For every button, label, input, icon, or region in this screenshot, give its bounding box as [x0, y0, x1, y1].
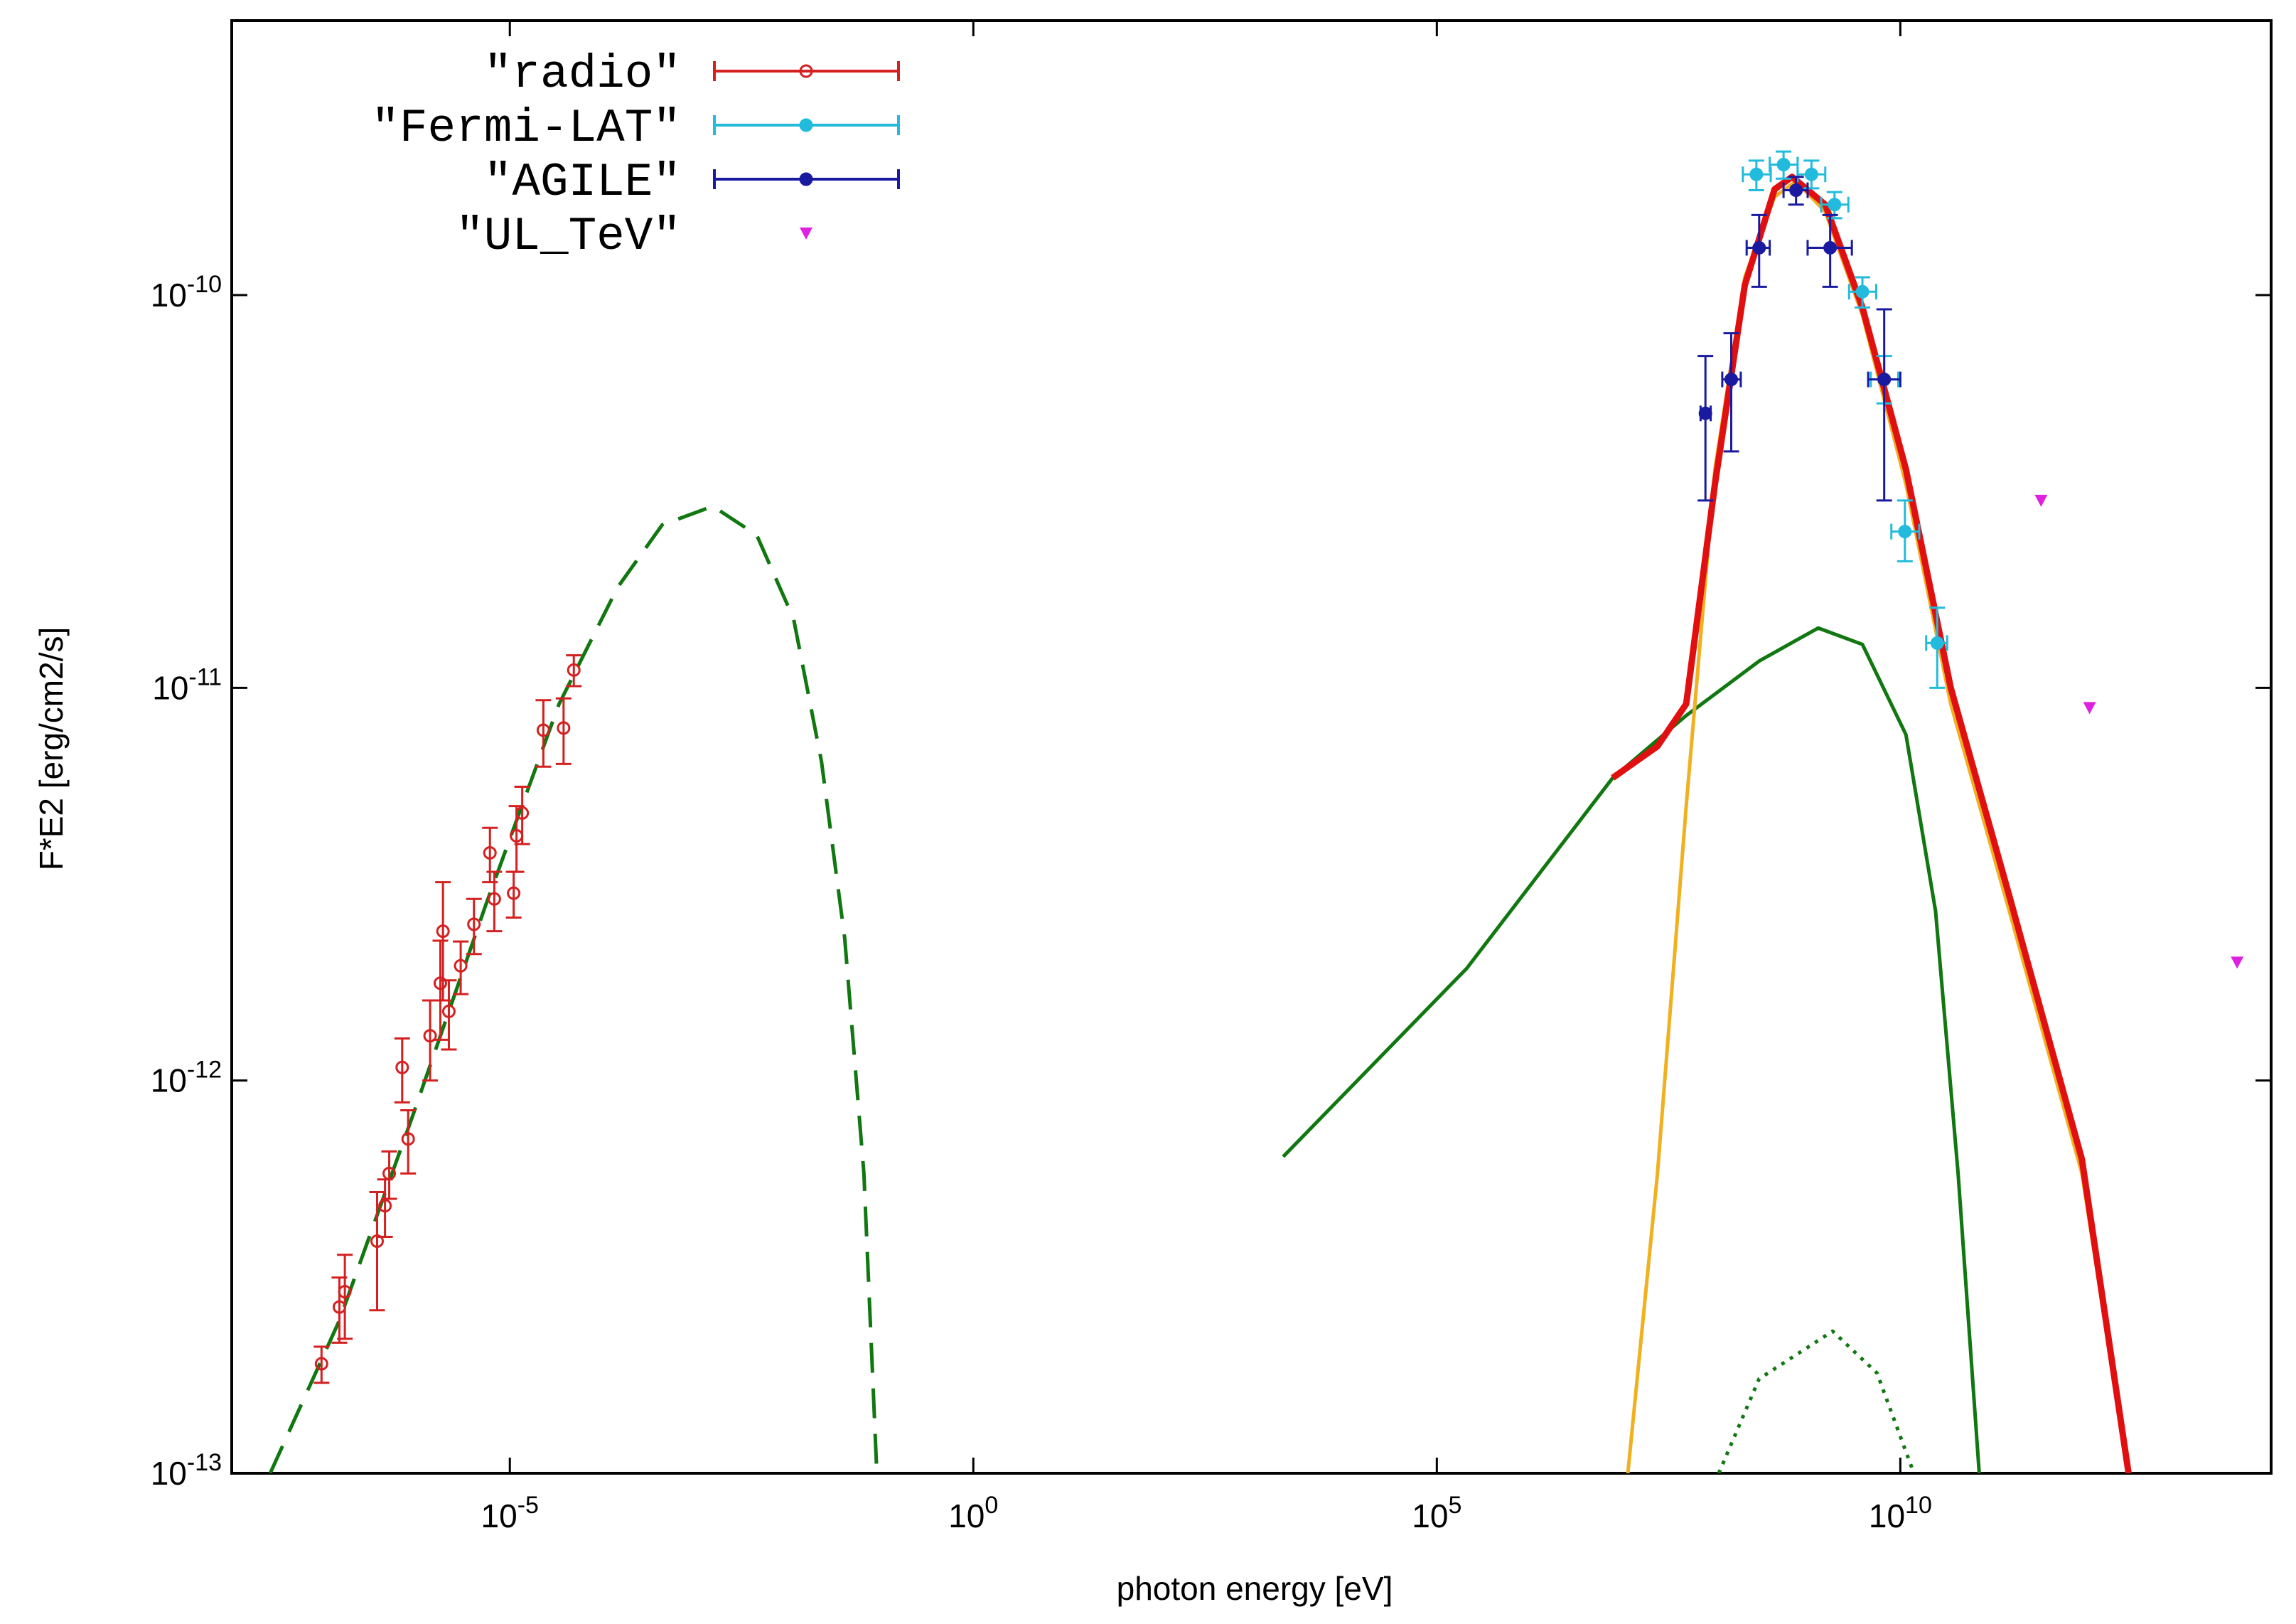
- data-point: [370, 1234, 385, 1249]
- tick-label: 10-11: [152, 663, 222, 706]
- legend-marker: [799, 172, 813, 186]
- data-point: [1698, 406, 1712, 420]
- legend-sample-bar: [713, 61, 900, 81]
- error-bar: [394, 1037, 410, 1104]
- data-point: [338, 1285, 352, 1299]
- model-curve: [1282, 626, 1981, 1473]
- data-point: [2083, 702, 2096, 715]
- data-point: [487, 892, 501, 906]
- data-point: [441, 1004, 456, 1018]
- data-point: [483, 845, 497, 860]
- data-point: [515, 806, 530, 820]
- data-point: [2231, 956, 2244, 969]
- data-point: [1789, 183, 1803, 197]
- tick-label: 1010: [1869, 1492, 1932, 1534]
- data-point: [1776, 157, 1791, 171]
- data-point: [1823, 240, 1838, 255]
- error-bar: [535, 699, 552, 768]
- data-point: [314, 1357, 328, 1371]
- data-point: [1855, 284, 1869, 299]
- x-axis-label: photon energy [eV]: [1117, 1570, 1393, 1607]
- error-bar: [466, 897, 482, 956]
- error-bar: [486, 870, 503, 933]
- error-bar: [1697, 355, 1714, 502]
- tick-label: 10-12: [151, 1057, 222, 1099]
- tick-label: 100: [948, 1492, 998, 1534]
- model-curve: [1717, 1329, 1916, 1473]
- error-bar: [453, 940, 469, 995]
- error-bar: [1876, 308, 1892, 502]
- data-point: [557, 721, 571, 735]
- data-point: [1752, 240, 1766, 255]
- model-curve: [268, 504, 879, 1473]
- data-point: [1804, 167, 1818, 181]
- tick-label: 10-5: [481, 1492, 539, 1534]
- plot-area: [268, 150, 2244, 1473]
- y-axis-label: F*E2 [erg/cm2/s]: [33, 627, 70, 871]
- data-point: [1930, 636, 1944, 650]
- data-point: [1828, 198, 1842, 212]
- tick-label: 10-10: [151, 271, 222, 314]
- error-bar: [400, 1109, 417, 1175]
- error-bar: [555, 697, 572, 765]
- error-bar: [514, 785, 530, 845]
- data-point: [378, 1199, 392, 1213]
- error-bar: [313, 1345, 330, 1384]
- data-point: [1898, 525, 1912, 539]
- data-point: [401, 1132, 415, 1146]
- error-bar: [381, 1150, 397, 1200]
- legend-marker: [799, 64, 813, 78]
- data-point: [454, 958, 468, 973]
- legend-label: "Fermi-LAT": [371, 102, 681, 155]
- legend-label: "radio": [484, 48, 681, 101]
- model-curve: [1611, 173, 2132, 1473]
- data-point: [382, 1166, 397, 1180]
- error-bar: [566, 654, 582, 688]
- error-bar: [1723, 332, 1739, 453]
- data-point: [2034, 494, 2048, 507]
- data-point: [507, 886, 521, 900]
- plot-frame: [230, 19, 2273, 1475]
- legend-label: "AGILE": [484, 156, 681, 209]
- data-point: [1877, 373, 1892, 387]
- data-point: [1724, 373, 1739, 387]
- tick-label: 105: [1412, 1492, 1461, 1534]
- data-point: [1749, 167, 1764, 181]
- legend-label: "UL_TeV": [456, 210, 681, 263]
- data-point: [436, 924, 450, 939]
- data-point: [433, 976, 447, 990]
- legend-marker: [799, 118, 813, 132]
- data-point: [536, 723, 550, 737]
- tick-label: 10-13: [151, 1449, 222, 1492]
- data-point: [423, 1029, 437, 1043]
- data-point: [467, 917, 481, 931]
- error-bar: [432, 939, 449, 1041]
- data-point: [395, 1060, 409, 1074]
- error-bar: [441, 979, 457, 1051]
- error-bar: [369, 1191, 385, 1312]
- legend-marker: [800, 228, 812, 240]
- data-point: [567, 663, 581, 677]
